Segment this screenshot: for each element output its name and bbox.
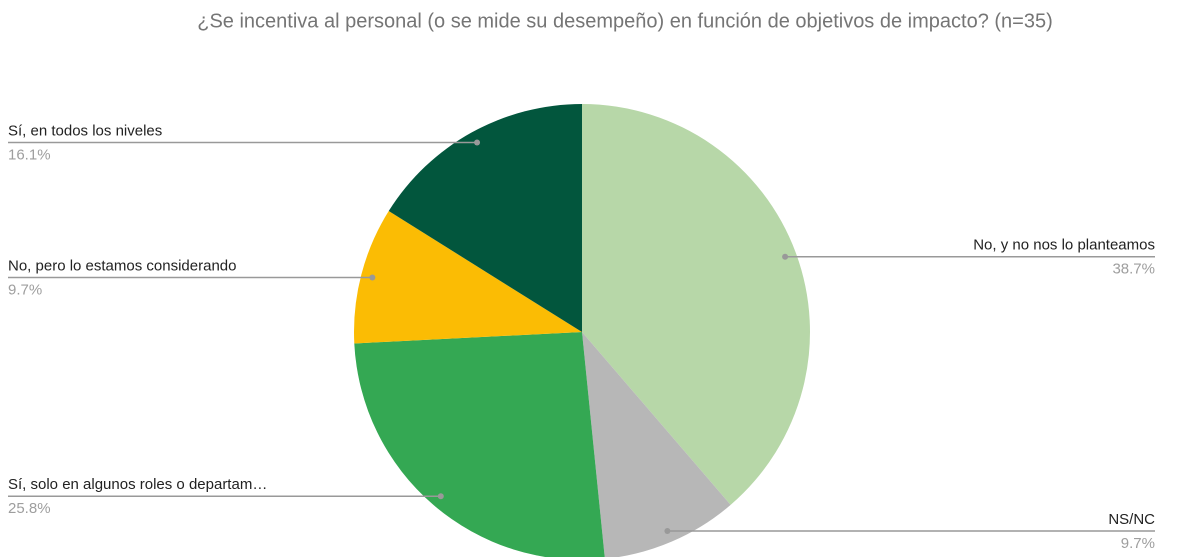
slice-value: 9.7% — [8, 281, 42, 298]
slice-value: 16.1% — [8, 146, 51, 163]
slice-value: 38.7% — [1112, 261, 1155, 278]
leader-dot — [369, 274, 376, 281]
pie-slice — [354, 211, 582, 344]
slice-label: NS/NC — [1108, 511, 1155, 528]
pie-slice — [388, 104, 582, 332]
leader-dot — [474, 139, 481, 146]
pie-slice — [582, 332, 731, 557]
slice-value: 9.7% — [1121, 535, 1155, 552]
slice-label: No, y no nos lo planteamos — [973, 237, 1155, 254]
slice-value: 25.8% — [8, 500, 51, 517]
chart-title: ¿Se incentiva al personal (o se mide su … — [197, 10, 1053, 32]
slice-label: Sí, en todos los niveles — [8, 122, 162, 139]
leader-dot — [782, 253, 789, 260]
pie-slice — [354, 332, 605, 557]
leader-dot — [664, 528, 671, 535]
pie-slice — [582, 104, 811, 505]
leader-dot — [437, 493, 444, 500]
slice-label: No, pero lo estamos considerando — [8, 257, 236, 274]
slice-label: Sí, solo en algunos roles o departam… — [8, 476, 267, 493]
